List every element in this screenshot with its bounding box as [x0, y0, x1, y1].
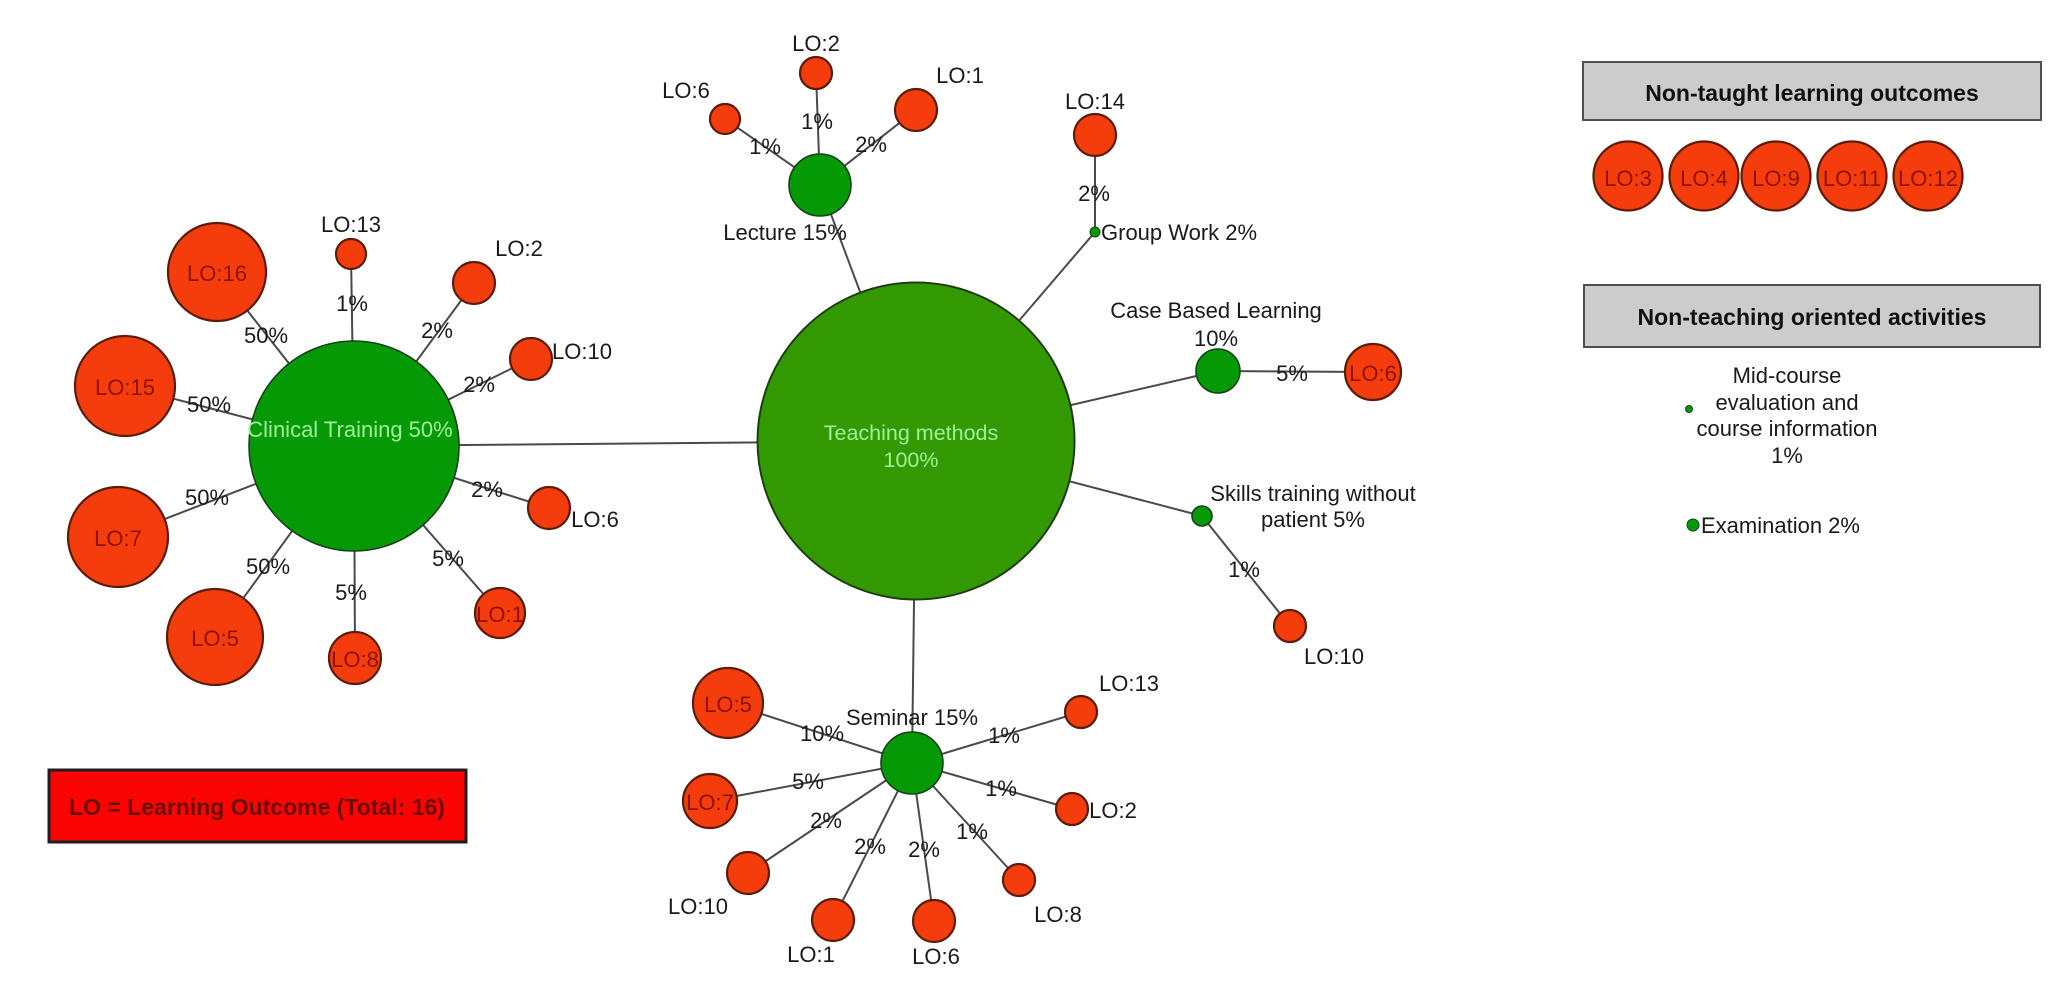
svg-text:LO:5: LO:5 — [704, 692, 752, 717]
svg-text:2%: 2% — [463, 372, 495, 397]
svg-text:1%: 1% — [988, 723, 1020, 748]
svg-text:LO:7: LO:7 — [686, 790, 734, 815]
svg-text:evaluation and: evaluation and — [1715, 390, 1858, 415]
svg-text:2%: 2% — [810, 808, 842, 833]
svg-text:LO:16: LO:16 — [187, 261, 247, 286]
svg-text:LO:15: LO:15 — [95, 375, 155, 400]
svg-text:1%: 1% — [956, 819, 988, 844]
svg-text:2%: 2% — [908, 837, 940, 862]
svg-text:LO:8: LO:8 — [331, 647, 379, 672]
svg-text:5%: 5% — [335, 580, 367, 605]
svg-text:LO:6: LO:6 — [571, 507, 619, 532]
svg-text:LO:7: LO:7 — [94, 526, 142, 551]
svg-text:Non-teaching oriented activiti: Non-teaching oriented activities — [1638, 304, 1987, 330]
svg-text:LO:6: LO:6 — [1349, 361, 1397, 386]
svg-text:50%: 50% — [246, 554, 290, 579]
svg-text:2%: 2% — [855, 132, 887, 157]
svg-text:patient 5%: patient 5% — [1261, 507, 1365, 532]
svg-text:LO:9: LO:9 — [1752, 166, 1800, 191]
svg-text:LO:11: LO:11 — [1823, 166, 1881, 191]
svg-text:LO:10: LO:10 — [668, 894, 728, 919]
svg-text:2%: 2% — [421, 318, 453, 343]
svg-text:1%: 1% — [336, 291, 368, 316]
svg-text:LO:8: LO:8 — [1034, 902, 1082, 927]
svg-text:1%: 1% — [1771, 443, 1803, 468]
svg-text:10%: 10% — [800, 721, 844, 746]
svg-text:LO:13: LO:13 — [1099, 671, 1159, 696]
svg-text:1%: 1% — [801, 109, 833, 134]
svg-text:LO = Learning Outcome (Total:: LO = Learning Outcome (Total: 16) — [69, 794, 445, 820]
svg-text:1%: 1% — [985, 776, 1017, 801]
svg-text:2%: 2% — [471, 477, 503, 502]
svg-text:LO:14: LO:14 — [1065, 89, 1125, 114]
svg-text:LO:10: LO:10 — [1304, 644, 1364, 669]
svg-text:LO:1: LO:1 — [936, 63, 984, 88]
svg-text:Case Based Learning: Case Based Learning — [1110, 298, 1322, 323]
svg-text:LO:6: LO:6 — [662, 78, 710, 103]
svg-text:100%: 100% — [884, 448, 939, 472]
svg-text:LO:2: LO:2 — [495, 236, 543, 261]
svg-text:2%: 2% — [1078, 181, 1110, 206]
svg-text:LO:2: LO:2 — [1089, 798, 1137, 823]
svg-text:Group Work 2%: Group Work 2% — [1101, 220, 1257, 245]
svg-text:5%: 5% — [432, 546, 464, 571]
svg-text:1%: 1% — [749, 134, 781, 159]
svg-text:Mid-course: Mid-course — [1733, 363, 1842, 388]
svg-text:Seminar 15%: Seminar 15% — [846, 705, 978, 730]
svg-text:LO:10: LO:10 — [552, 339, 612, 364]
svg-text:LO:5: LO:5 — [191, 626, 239, 651]
svg-text:10%: 10% — [1194, 326, 1238, 351]
svg-text:LO:1: LO:1 — [787, 942, 835, 967]
svg-text:Skills training without: Skills training without — [1210, 481, 1415, 506]
svg-text:2%: 2% — [854, 834, 886, 859]
svg-text:LO:12: LO:12 — [1898, 166, 1958, 191]
svg-text:LO:6: LO:6 — [912, 944, 960, 969]
svg-text:5%: 5% — [792, 769, 824, 794]
svg-text:LO:4: LO:4 — [1680, 166, 1728, 191]
svg-text:50%: 50% — [187, 392, 231, 417]
svg-text:LO:1: LO:1 — [476, 602, 524, 627]
svg-text:50%: 50% — [185, 485, 229, 510]
svg-text:Lecture 15%: Lecture 15% — [723, 220, 847, 245]
svg-text:1%: 1% — [1228, 557, 1260, 582]
svg-text:LO:3: LO:3 — [1604, 166, 1652, 191]
svg-text:LO:2: LO:2 — [792, 31, 840, 56]
svg-text:Teaching methods: Teaching methods — [824, 421, 999, 445]
svg-text:LO:13: LO:13 — [321, 212, 381, 237]
svg-text:Non-taught learning outcomes: Non-taught learning outcomes — [1645, 80, 1979, 106]
svg-text:50%: 50% — [244, 323, 288, 348]
svg-text:Examination 2%: Examination 2% — [1701, 513, 1860, 538]
svg-text:Clinical Training 50%: Clinical Training 50% — [247, 417, 452, 442]
svg-text:course information: course information — [1697, 416, 1878, 441]
svg-text:5%: 5% — [1276, 361, 1308, 386]
